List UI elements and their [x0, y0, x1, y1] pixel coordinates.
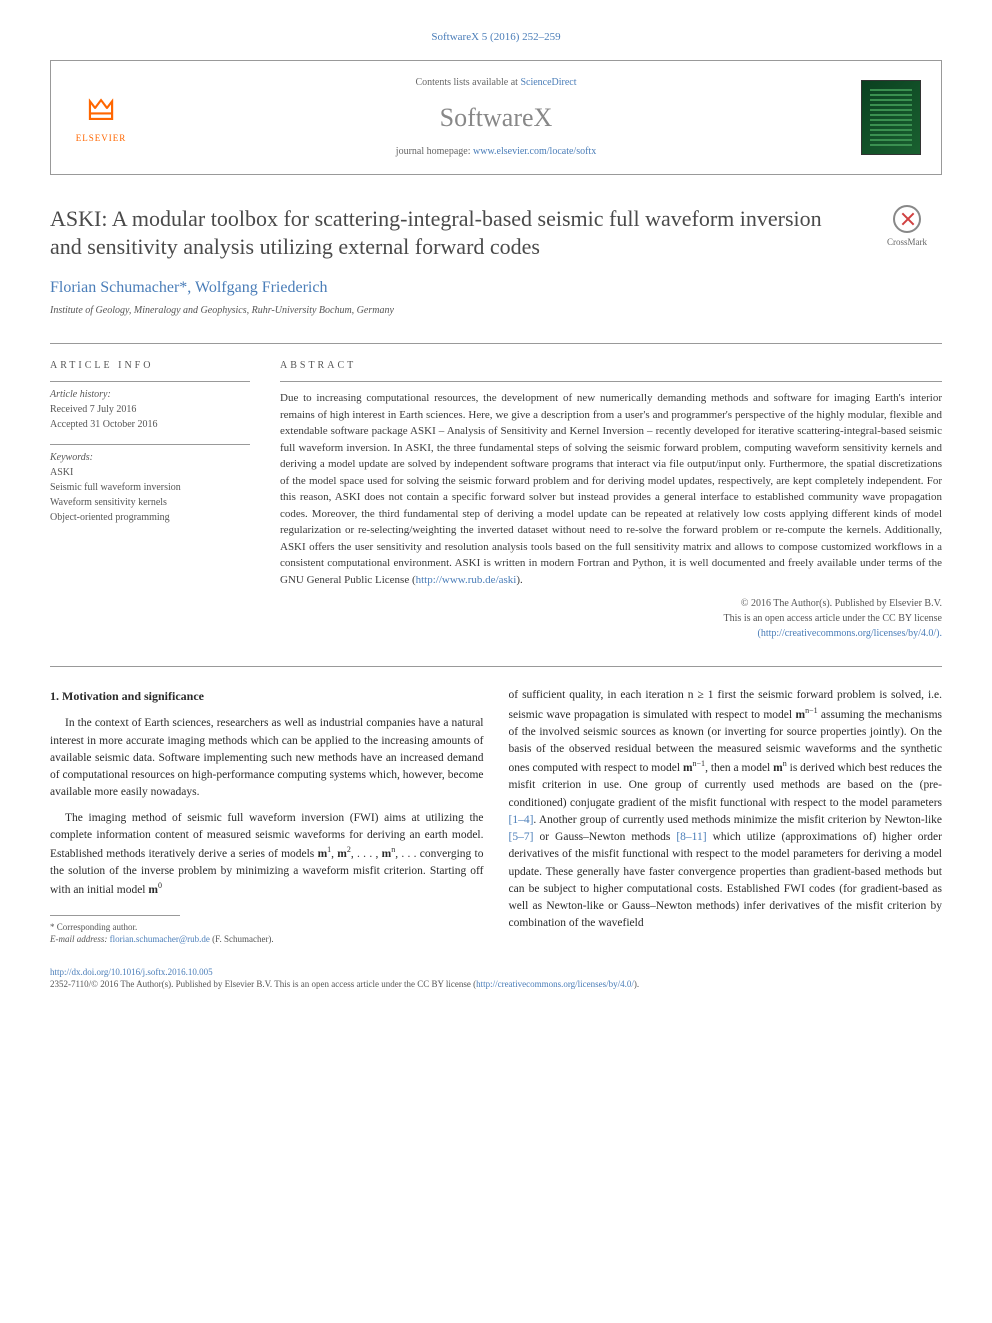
article-history-block: Article history: Received 7 July 2016 Ac…	[50, 381, 250, 432]
section-title: Motivation and significance	[62, 689, 204, 703]
body-text: , then a model	[705, 762, 773, 774]
body-left-column: 1. Motivation and significance In the co…	[50, 687, 484, 945]
cc-link-footer[interactable]: http://creativecommons.org/licenses/by/4…	[476, 979, 634, 989]
affiliation: Institute of Geology, Mineralogy and Geo…	[50, 304, 942, 318]
keyword-item: Waveform sensitivity kernels	[50, 495, 250, 510]
article-info-heading: ARTICLE INFO	[50, 359, 250, 373]
cc-license-link[interactable]: (http://creativecommons.org/licenses/by/…	[758, 628, 943, 639]
section-heading: 1. Motivation and significance	[50, 687, 484, 705]
section-number: 1.	[50, 689, 59, 703]
keywords-label: Keywords:	[50, 451, 250, 465]
title-row: ASKI: A modular toolbox for scattering-i…	[50, 205, 942, 262]
citation-link[interactable]: [5–7]	[509, 831, 534, 843]
abstract-text: Due to increasing computational resource…	[280, 381, 942, 641]
keyword-item: ASKI	[50, 465, 250, 480]
body-right-column: of sufficient quality, in each iteration…	[509, 687, 943, 945]
contents-prefix: Contents lists available at	[415, 77, 520, 88]
citation-link[interactable]: [8–11]	[676, 831, 706, 843]
accepted-line: Accepted 31 October 2016	[50, 417, 250, 432]
email-suffix: (F. Schumacher).	[210, 934, 274, 944]
journal-name: SoftwareX	[131, 100, 861, 136]
corr-author-line: * Corresponding author.	[50, 921, 484, 934]
body-paragraph: The imaging method of seismic full wavef…	[50, 810, 484, 900]
info-abstract-row: ARTICLE INFO Article history: Received 7…	[50, 343, 942, 641]
article-info: ARTICLE INFO Article history: Received 7…	[50, 359, 250, 641]
copyright-line2: This is an open access article under the…	[280, 611, 942, 626]
article-title: ASKI: A modular toolbox for scattering-i…	[50, 205, 852, 262]
keyword-item: Object-oriented programming	[50, 510, 250, 525]
body-text: or Gauss–Newton methods	[533, 831, 676, 843]
journal-cover-icon	[861, 80, 921, 155]
sciencedirect-link[interactable]: ScienceDirect	[520, 77, 576, 88]
abstract-body: Due to increasing computational resource…	[280, 392, 942, 586]
contents-available-line: Contents lists available at ScienceDirec…	[131, 76, 861, 90]
copyright-line1: © 2016 The Author(s). Published by Elsev…	[280, 596, 942, 611]
authors: Florian Schumacher*, Wolfgang Friederich	[50, 277, 942, 299]
elsevier-label: ELSEVIER	[71, 132, 131, 145]
citation-link[interactable]: [1–4]	[509, 814, 534, 826]
header-center: Contents lists available at ScienceDirec…	[131, 76, 861, 158]
page-footer: http://dx.doi.org/10.1016/j.softx.2016.1…	[50, 966, 942, 991]
copyright-block: © 2016 The Author(s). Published by Elsev…	[280, 596, 942, 641]
email-line: E-mail address: florian.schumacher@rub.d…	[50, 933, 484, 946]
received-line: Received 7 July 2016	[50, 402, 250, 417]
elsevier-tree-icon: 🜲	[71, 90, 131, 132]
elsevier-logo: 🜲 ELSEVIER	[71, 90, 131, 145]
keyword-item: Seismic full waveform inversion	[50, 480, 250, 495]
issn-line: 2352-7110/© 2016 The Author(s). Publishe…	[50, 978, 942, 991]
issn-text: 2352-7110/© 2016 The Author(s). Publishe…	[50, 979, 476, 989]
journal-header: 🜲 ELSEVIER Contents lists available at S…	[50, 60, 942, 174]
footnote-separator	[50, 915, 180, 916]
abstract-column: ABSTRACT Due to increasing computational…	[280, 359, 942, 641]
body-paragraph: of sufficient quality, in each iteration…	[509, 687, 943, 932]
author-email-link[interactable]: florian.schumacher@rub.de	[110, 934, 210, 944]
crossmark-label: CrossMark	[887, 237, 927, 247]
doi-link[interactable]: http://dx.doi.org/10.1016/j.softx.2016.1…	[50, 967, 213, 977]
abstract-body-end: ).	[516, 574, 522, 586]
keywords-block: Keywords: ASKI Seismic full waveform inv…	[50, 444, 250, 525]
homepage-prefix: journal homepage:	[396, 146, 473, 157]
abstract-heading: ABSTRACT	[280, 359, 942, 373]
body-text: . Another group of currently used method…	[533, 814, 942, 826]
crossmark-badge[interactable]: CrossMark	[872, 205, 942, 249]
journal-reference: SoftwareX 5 (2016) 252–259	[50, 30, 942, 45]
crossmark-icon	[893, 205, 921, 233]
email-label: E-mail address:	[50, 934, 110, 944]
body-columns: 1. Motivation and significance In the co…	[50, 666, 942, 945]
body-paragraph: In the context of Earth sciences, resear…	[50, 715, 484, 801]
issn-end: ).	[634, 979, 639, 989]
homepage-link[interactable]: www.elsevier.com/locate/softx	[473, 146, 596, 157]
aski-link[interactable]: http://www.rub.de/aski	[416, 574, 517, 586]
homepage-line: journal homepage: www.elsevier.com/locat…	[131, 145, 861, 159]
body-text: which utilize (approximations of) higher…	[509, 831, 943, 929]
history-label: Article history:	[50, 388, 250, 402]
corresponding-author-footnote: * Corresponding author. E-mail address: …	[50, 921, 484, 946]
